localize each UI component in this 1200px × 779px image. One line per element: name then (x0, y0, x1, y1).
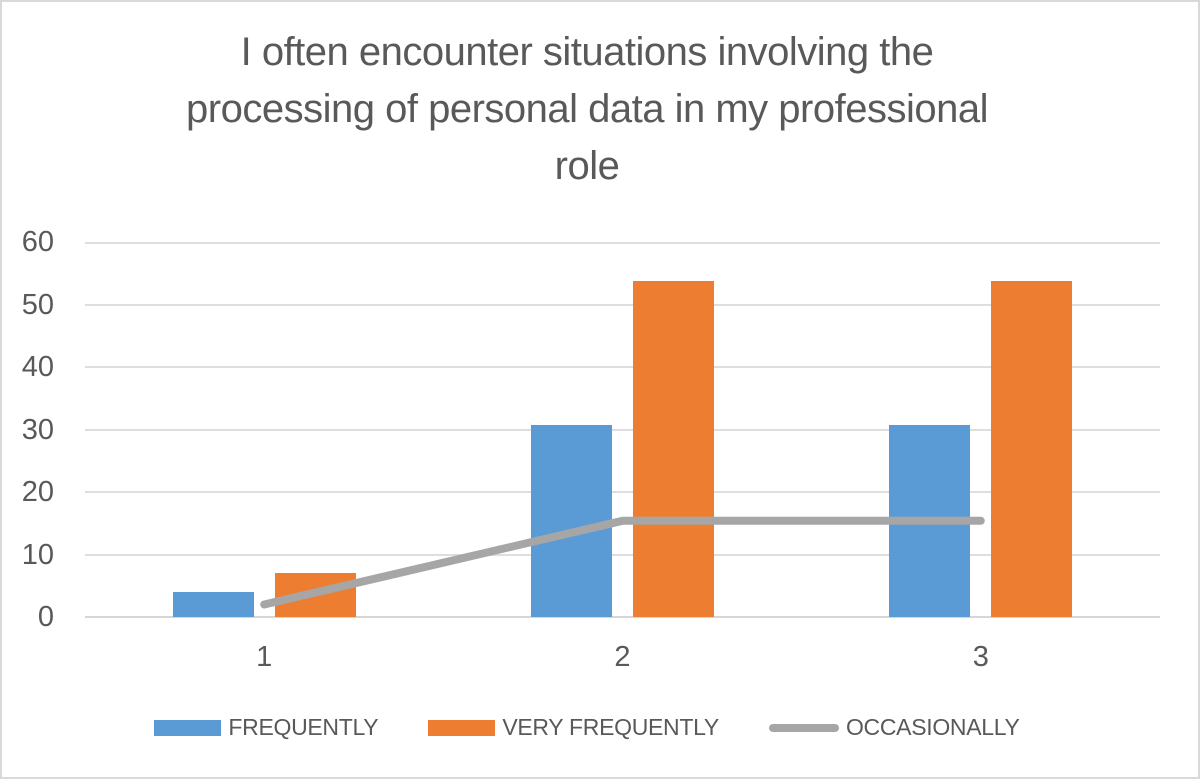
gridline-40 (85, 366, 1160, 368)
bar-very-frequently-cat3 (991, 280, 1073, 617)
legend-item-occasionally: OCCASIONALLY (768, 714, 1020, 741)
line-series-occasionally (260, 516, 985, 609)
y-axis-label-50: 50 (21, 288, 54, 321)
legend-label-very-frequently: VERY FREQUENTLY (502, 714, 719, 740)
legend-line-swatch-occasionally (768, 723, 839, 732)
x-axis-label-1: 1 (256, 641, 273, 673)
gridline-10 (85, 553, 1160, 556)
legend-item-frequently: FREQUENTLY (154, 714, 379, 741)
x-axis-label-2: 2 (614, 641, 631, 673)
legend-label-frequently: FREQUENTLY (228, 714, 379, 740)
chart-title: I often encounter situations involving t… (2, 24, 1172, 195)
legend-swatch-very-frequently (428, 719, 496, 736)
x-axis-label-3: 3 (972, 641, 989, 673)
chart-title-line-3: role (554, 144, 620, 188)
legend-label-occasionally: OCCASIONALLY (845, 714, 1020, 740)
y-axis-label-20: 20 (21, 476, 54, 508)
y-axis-label-0: 0 (37, 601, 54, 633)
gridline-20 (85, 491, 1160, 493)
gridline-50 (85, 303, 1160, 306)
x-axis-line (85, 616, 1160, 618)
x-axis: 1 2 3 (85, 641, 1160, 677)
plot-area (85, 242, 1160, 618)
y-axis-label-60: 60 (21, 226, 54, 258)
y-axis-label-40: 40 (21, 351, 54, 383)
bar-frequently-cat1 (172, 592, 254, 617)
bar-frequently-cat2 (531, 424, 612, 617)
chart-legend: FREQUENTLY VERY FREQUENTLY OCCASIONALLY (2, 714, 1172, 741)
legend-swatch-frequently (154, 719, 222, 736)
gridline-60 (85, 242, 1160, 244)
gridline-30 (85, 428, 1160, 431)
bar-very-frequently-cat2 (633, 280, 714, 617)
chart-title-line-1: I often encounter situations involving t… (240, 30, 934, 74)
legend-item-very-frequently: VERY FREQUENTLY (428, 714, 719, 741)
chart-title-line-2: processing of personal data in my profes… (186, 87, 988, 131)
y-axis: 0 10 20 30 40 50 60 (2, 228, 58, 632)
y-axis-label-30: 30 (21, 413, 54, 446)
y-axis-label-10: 10 (21, 538, 54, 571)
